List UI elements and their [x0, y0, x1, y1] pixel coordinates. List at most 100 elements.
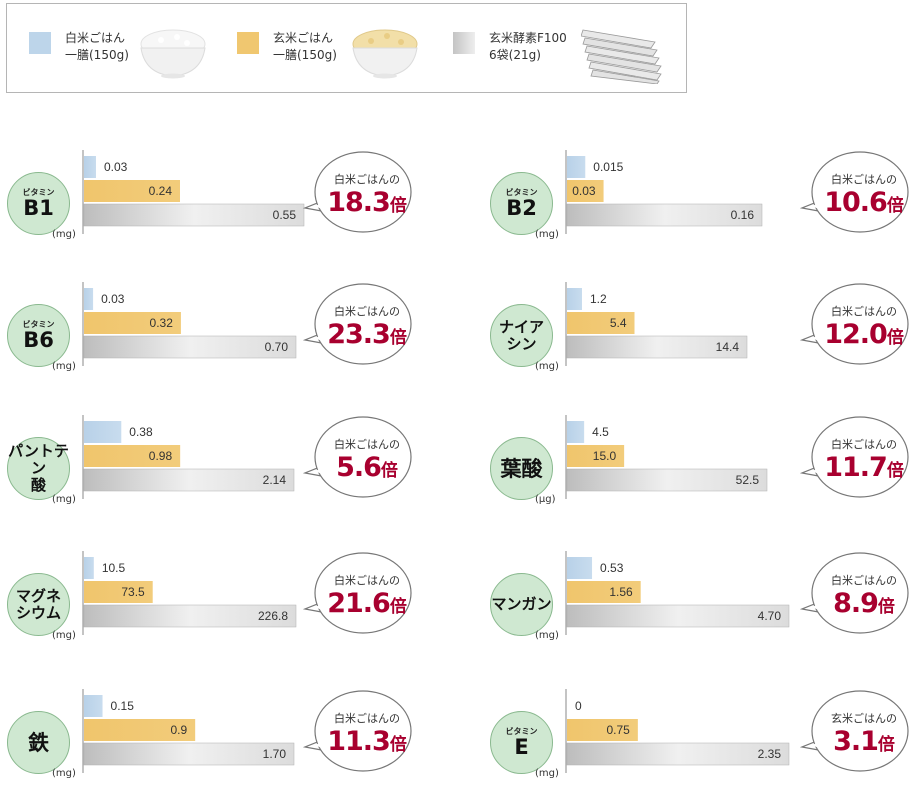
data-label: 0	[575, 699, 582, 713]
callout-number: 5.6	[336, 452, 382, 483]
nutrient-chart: ビタミン E (mg) 0 0.75 2.35 玄米ごはんの 3.1倍	[483, 687, 910, 812]
bar-brown-rice	[84, 445, 181, 467]
bar-genmai-koso	[83, 203, 305, 227]
bar-brown-rice	[567, 445, 625, 467]
bar-brown-rice	[567, 719, 638, 741]
unit-label: (mg)	[52, 768, 76, 779]
callout-prefix: 白米ごはんの	[831, 305, 897, 318]
callout-prefix: 玄米ごはんの	[831, 712, 897, 725]
bar-brown-rice	[567, 312, 635, 334]
data-label: 14.4	[716, 340, 740, 354]
bar-genmai-koso	[83, 742, 295, 766]
data-label: 0.38	[129, 425, 153, 439]
speech-bubble	[800, 416, 909, 498]
bar-white-rice	[567, 288, 582, 310]
data-label: 0.53	[600, 561, 624, 575]
callout-number: 8.9	[833, 588, 879, 619]
data-label: 15.0	[593, 449, 617, 463]
bar-plot: 0.53 1.56 4.70	[565, 551, 790, 635]
callout-suffix: 倍	[877, 735, 895, 755]
bar-genmai-koso	[83, 604, 297, 628]
speech-bubble	[303, 151, 412, 233]
bar-plot: 0 0.75 2.35	[565, 689, 790, 773]
nutrient-name: B2	[506, 196, 537, 220]
brown-rice-bowl-icon	[352, 29, 418, 79]
data-label: 0.03	[101, 292, 125, 306]
nutrient-label-circle: 鉄	[7, 711, 70, 774]
nutrient-prefix: ビタミン	[22, 320, 55, 329]
callout-suffix: 倍	[877, 597, 895, 617]
multiplier-callout: 白米ごはんの 12.0倍	[800, 280, 910, 370]
nutrient-chart: パントテン 酸 (mg) 0.38 0.98 2.14 白米ごはんの 5.6倍	[0, 413, 455, 538]
speech-bubble	[800, 690, 909, 772]
data-label: 0.55	[273, 208, 297, 222]
legend: 白米ごはん 一膳(150g) 玄米ごはん 一膳(150g) 玄米酵素F100 6…	[6, 3, 687, 93]
bar-white-rice	[567, 421, 585, 443]
bar-white-rice	[84, 557, 94, 579]
nutrient-name: E	[514, 735, 529, 759]
callout-value: 5.6倍	[311, 452, 423, 483]
nutrient-label-circle: ビタミン B1	[7, 172, 70, 235]
bar-brown-rice	[84, 312, 181, 334]
data-label: 2.35	[758, 747, 782, 761]
nutrient-name: B6	[23, 328, 54, 352]
white-rice-bowl-icon	[140, 29, 206, 79]
data-label: 4.5	[592, 425, 609, 439]
data-label: 10.5	[102, 561, 126, 575]
callout-number: 12.0	[824, 319, 888, 350]
callout-value: 23.3倍	[311, 319, 423, 350]
data-label: 4.70	[758, 609, 782, 623]
callout-value: 11.3倍	[311, 726, 423, 757]
legend-item-genmai-koso: 玄米酵素F100 6袋(21g)	[453, 4, 673, 94]
multiplier-callout: 玄米ごはんの 3.1倍	[800, 687, 910, 777]
unit-label: (μg)	[535, 494, 556, 505]
bar-plot: 0.03 0.24 0.55	[82, 150, 305, 234]
callout-prefix: 白米ごはんの	[334, 574, 400, 587]
nutrient-label-circle: ビタミン B2	[490, 172, 553, 235]
unit-label: (mg)	[52, 494, 76, 505]
nutrient-label-circle: パントテン 酸	[7, 437, 70, 500]
data-label: 0.16	[731, 208, 755, 222]
callout-value: 3.1倍	[808, 726, 910, 757]
callout-number: 23.3	[327, 319, 391, 350]
bar-white-rice	[84, 421, 122, 443]
bar-plot: 0.015 0.03 0.16	[565, 150, 763, 234]
bar-plot: 4.5 15.0 52.5	[565, 415, 768, 499]
bar-white-rice	[84, 695, 103, 717]
callout-value: 21.6倍	[311, 588, 423, 619]
bar-genmai-koso	[566, 468, 768, 492]
callout-number: 11.3	[327, 726, 391, 757]
legend-label-white-rice: 白米ごはん 一膳(150g)	[65, 31, 129, 62]
bar-plot: 10.5 73.5 226.8	[82, 551, 297, 635]
nutrient-prefix: ビタミン	[22, 188, 55, 197]
data-label: 226.8	[258, 609, 288, 623]
callout-prefix: 白米ごはんの	[831, 574, 897, 587]
legend-swatch-genmai-koso	[453, 32, 475, 54]
unit-label: (mg)	[535, 630, 559, 641]
callout-prefix: 白米ごはんの	[831, 438, 897, 451]
bar-genmai-koso	[566, 335, 748, 359]
callout-suffix: 倍	[389, 597, 407, 617]
legend-item-white-rice: 白米ごはん 一膳(150g)	[29, 4, 229, 94]
nutrient-chart: ビタミン B1 (mg) 0.03 0.24 0.55 白米ごはんの 18.3倍	[0, 148, 455, 273]
unit-label: (mg)	[52, 361, 76, 372]
data-label: 2.14	[263, 473, 287, 487]
nutrient-chart: 鉄 (mg) 0.15 0.9 1.70 白米ごはんの 11.3倍	[0, 687, 455, 812]
speech-bubble	[800, 151, 909, 233]
data-label: 73.5	[121, 585, 145, 599]
legend-swatch-brown-rice	[237, 32, 259, 54]
multiplier-callout: 白米ごはんの 18.3倍	[303, 148, 415, 238]
callout-value: 10.6倍	[808, 187, 910, 218]
data-label: 0.98	[149, 449, 173, 463]
bar-brown-rice	[84, 581, 153, 603]
data-label: 5.4	[610, 316, 627, 330]
multiplier-callout: 白米ごはんの 10.6倍	[800, 148, 910, 238]
data-label: 0.32	[150, 316, 174, 330]
data-label: 0.70	[265, 340, 289, 354]
nutrient-chart: ビタミン B6 (mg) 0.03 0.32 0.70 白米ごはんの 23.3倍	[0, 280, 455, 405]
nutrient-name: マグネ シウム	[15, 586, 61, 622]
bar-white-rice	[567, 557, 593, 579]
nutrient-label-circle: 葉酸	[490, 437, 553, 500]
callout-suffix: 倍	[389, 196, 407, 216]
legend-swatch-white-rice	[29, 32, 51, 54]
